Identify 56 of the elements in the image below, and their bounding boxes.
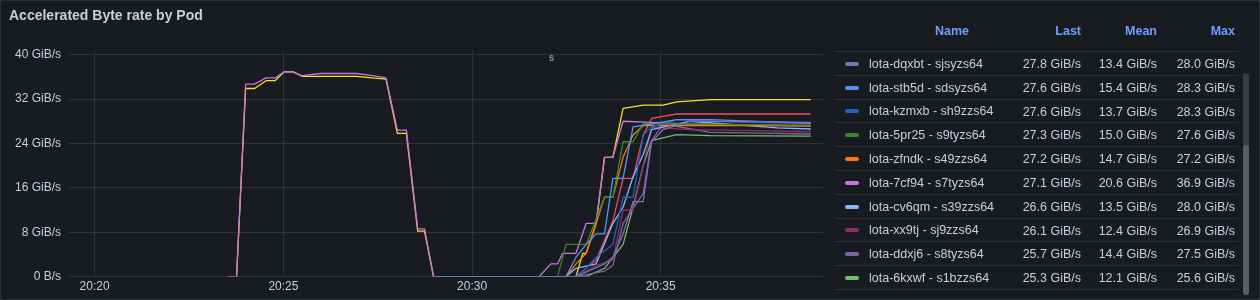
x-tick-label: 20:20 — [79, 279, 110, 294]
text: 26.1 GiB/s — [1022, 223, 1081, 238]
text: 28.0 GiB/s — [1176, 57, 1235, 71]
text: 15.0 GiB/s — [1098, 128, 1157, 143]
y-tick-label: 32 GiB/s — [14, 91, 62, 106]
text: 25.6 GiB/s — [1176, 271, 1235, 286]
legend-label: lota-ddxj6 - s8tyzs64 — [869, 247, 984, 262]
legend-label: lota-7cf94 - s7tyzs64 — [869, 175, 985, 190]
category-label: Name — [935, 24, 970, 38]
legend-label: lota-dqxbt - sjsyzs64 — [869, 56, 983, 71]
text: 25.3 GiB/s — [1022, 271, 1081, 286]
legend-label: lota-5pr25 - s9tyzs64 — [869, 128, 986, 143]
legend-label: lota-cv6qm - s39zzs64 — [869, 199, 995, 214]
text: 15.4 GiB/s — [1098, 80, 1157, 95]
legend-label: lota-kzmxb - sh9zzs64 — [869, 104, 994, 119]
category-label: Last — [1055, 24, 1081, 38]
text: 14.7 GiB/s — [1098, 152, 1157, 167]
x-tick-label: 20:35 — [645, 279, 676, 294]
text: 13.4 GiB/s — [1098, 57, 1157, 71]
text: 27.5 GiB/s — [1176, 247, 1235, 262]
text: 26.6 GiB/s — [1022, 199, 1081, 214]
text: 25.7 GiB/s — [1022, 247, 1081, 262]
text: 26.9 GiB/s — [1176, 223, 1235, 238]
text: 36.9 GiB/s — [1176, 176, 1235, 190]
text: 27.3 GiB/s — [1022, 128, 1081, 143]
chart-title: Accelerated Byte rate by Pod — [9, 7, 203, 23]
text: 20.6 GiB/s — [1098, 176, 1157, 190]
text: 27.2 GiB/s — [1176, 152, 1235, 167]
text: 27.6 GiB/s — [1176, 128, 1235, 143]
text: 27.6 GiB/s — [1022, 104, 1081, 119]
annotation: s — [548, 51, 555, 63]
text: 12.1 GiB/s — [1098, 271, 1157, 286]
category-label: Mean — [1125, 24, 1157, 38]
text: 27.1 GiB/s — [1022, 176, 1081, 190]
text: 28.3 GiB/s — [1176, 104, 1235, 119]
y-tick-label: 24 GiB/s — [14, 135, 62, 150]
text: 27.8 GiB/s — [1022, 57, 1081, 71]
y-tick-label: 16 GiB/s — [14, 180, 62, 195]
legend-label: lota-xx9tj - sj9zzs64 — [869, 223, 979, 238]
x-tick-label: 20:30 — [457, 279, 488, 294]
legend-label: lota-zfndk - s49zzs64 — [869, 152, 988, 167]
category-label: Max — [1210, 24, 1235, 38]
text: 14.4 GiB/s — [1098, 247, 1157, 262]
text: 27.2 GiB/s — [1022, 152, 1081, 167]
legend-label: lota-6kxwf - s1bzzs64 — [869, 271, 990, 286]
x-tick-label: 20:25 — [268, 279, 299, 294]
y-tick-label: 0 B/s — [33, 268, 62, 283]
text: 13.5 GiB/s — [1098, 199, 1157, 214]
legend-label: lota-stb5d - sdsyzs64 — [869, 80, 988, 95]
text: 12.4 GiB/s — [1098, 223, 1157, 238]
y-tick-label: 8 GiB/s — [21, 224, 62, 239]
text: 28.0 GiB/s — [1176, 199, 1235, 214]
text: 27.6 GiB/s — [1022, 80, 1081, 95]
y-tick-label: 40 GiB/s — [14, 46, 62, 61]
text: 28.3 GiB/s — [1176, 80, 1235, 95]
text: 13.7 GiB/s — [1098, 104, 1157, 119]
